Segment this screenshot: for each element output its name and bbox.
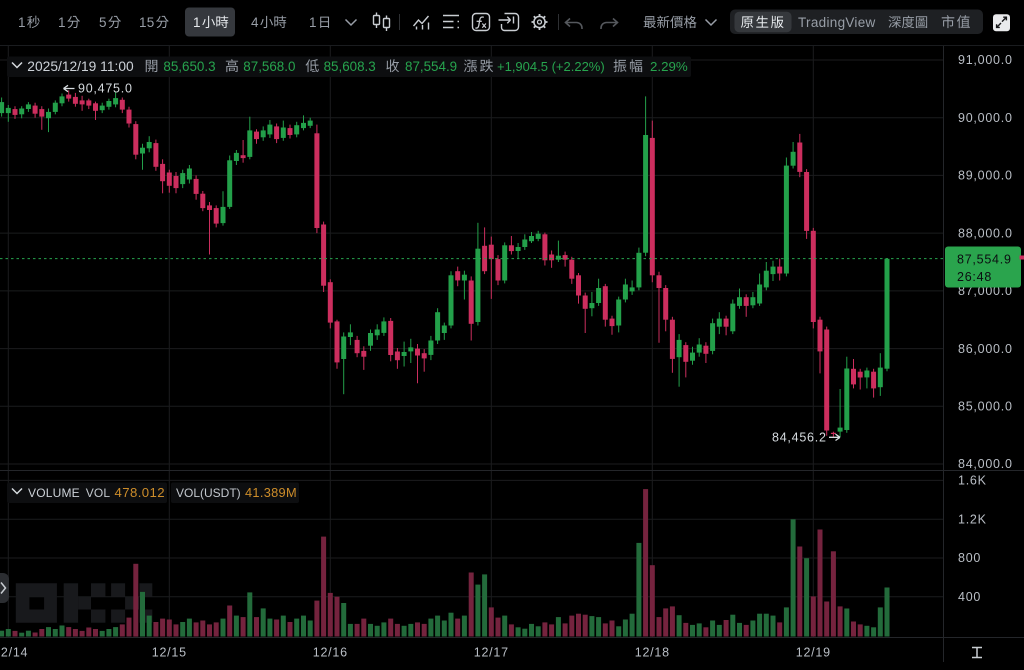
svg-text:TradingView: TradingView [798,15,876,30]
svg-text:15: 15 [139,15,155,30]
svg-text:+1,904.5 (+2.22%): +1,904.5 (+2.22%) [497,59,605,74]
svg-text:89,000.0: 89,000.0 [958,169,1013,183]
svg-text:400: 400 [958,590,981,604]
svg-text:87,554.9: 87,554.9 [957,253,1012,267]
svg-text:1.6K: 1.6K [958,474,987,488]
svg-text:12/14: 12/14 [0,646,28,660]
svg-text:85,650.3: 85,650.3 [163,59,215,74]
svg-text:VOL: VOL [86,486,111,500]
svg-text:91,000.0: 91,000.0 [958,53,1013,67]
svg-text:90,000.0: 90,000.0 [958,111,1013,125]
svg-text:90,475.0: 90,475.0 [78,82,133,96]
svg-text:5: 5 [99,15,107,30]
svg-text:12/15: 12/15 [152,646,187,660]
svg-text:4: 4 [251,15,259,30]
svg-text:88,000.0: 88,000.0 [958,226,1013,240]
svg-text:85,000.0: 85,000.0 [958,399,1013,413]
svg-text:VOL(USDT): VOL(USDT) [176,486,241,500]
svg-text:87,554.9: 87,554.9 [405,59,457,74]
svg-text:86,000.0: 86,000.0 [958,342,1013,356]
svg-text:41.389M: 41.389M [245,485,297,500]
svg-text:800: 800 [958,551,981,565]
svg-text:2025/12/19 11:00: 2025/12/19 11:00 [27,59,134,74]
svg-text:VOLUME: VOLUME [28,486,80,500]
svg-text:1: 1 [58,15,66,30]
svg-text:12/17: 12/17 [474,646,509,660]
svg-text:1: 1 [193,15,201,30]
svg-text:26:48: 26:48 [957,270,992,284]
svg-text:1.2K: 1.2K [958,512,987,526]
svg-text:84,456.2: 84,456.2 [772,431,827,445]
svg-text:2.29%: 2.29% [650,59,688,74]
svg-text:12/19: 12/19 [796,646,831,660]
svg-text:1: 1 [309,15,317,30]
svg-text:478.012: 478.012 [115,485,165,500]
svg-text:87,000.0: 87,000.0 [958,284,1013,298]
svg-text:85,608.3: 85,608.3 [324,59,376,74]
svg-text:12/18: 12/18 [635,646,670,660]
svg-text:84,000.0: 84,000.0 [958,457,1013,471]
svg-text:1: 1 [18,15,26,30]
svg-text:87,568.0: 87,568.0 [243,59,295,74]
svg-text:12/16: 12/16 [313,646,348,660]
